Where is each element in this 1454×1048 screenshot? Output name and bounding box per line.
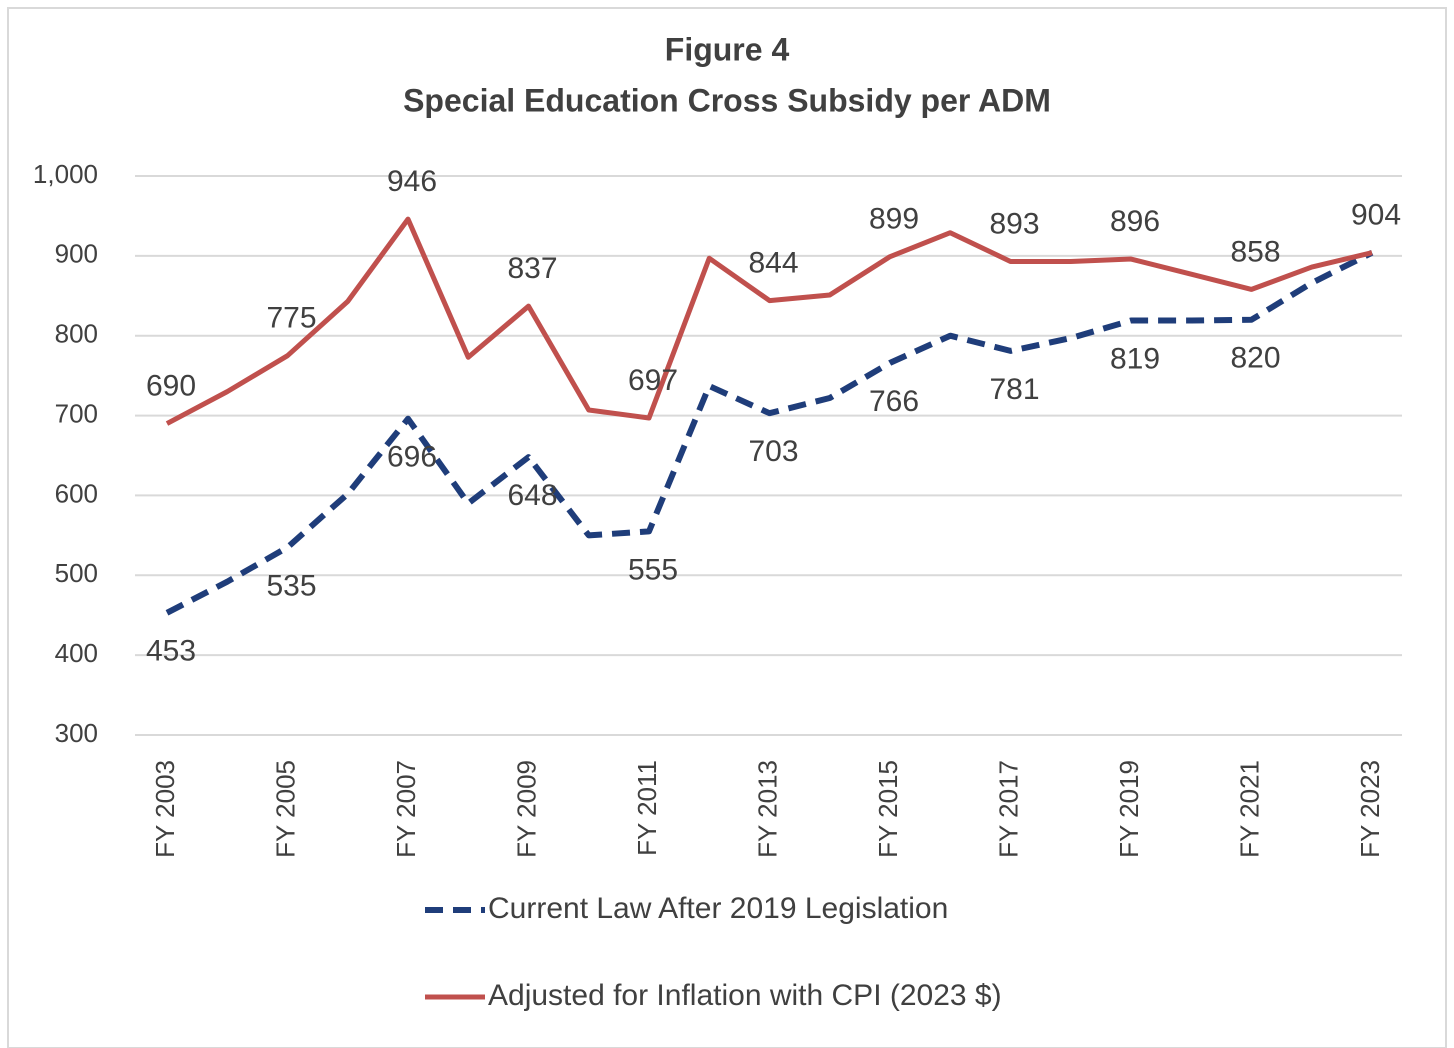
- data-label: 820: [1230, 342, 1280, 375]
- data-label: 819: [1110, 342, 1160, 375]
- x-tick-label: FY 2013: [752, 760, 782, 858]
- chart-subtitle: Special Education Cross Subsidy per ADM: [403, 82, 1051, 118]
- data-label: 453: [146, 635, 196, 668]
- data-label: 697: [628, 364, 678, 397]
- chart-title: Figure 4: [665, 31, 790, 67]
- data-label: 893: [989, 207, 1039, 240]
- y-tick-label: 300: [55, 718, 98, 748]
- y-tick-label: 400: [55, 638, 98, 668]
- data-label: 904: [1351, 199, 1401, 232]
- data-label: 896: [1110, 205, 1160, 238]
- data-label: 858: [1230, 235, 1280, 268]
- y-tick-label: 1,000: [33, 159, 98, 189]
- y-tick-label: 700: [55, 398, 98, 428]
- data-label: 766: [869, 385, 919, 418]
- x-tick-label: FY 2005: [270, 760, 300, 858]
- legend-label: Adjusted for Inflation with CPI (2023 $): [488, 979, 1002, 1012]
- x-tick-label: FY 2015: [873, 760, 903, 858]
- data-label: 648: [507, 479, 557, 512]
- y-tick-label: 900: [55, 239, 98, 269]
- chart-frame: [7, 7, 1447, 1048]
- series-line: [165, 216, 1373, 426]
- data-label: 837: [507, 252, 557, 285]
- data-label: 775: [266, 302, 316, 335]
- y-tick-label: 500: [55, 558, 98, 588]
- series-line: [165, 249, 1374, 616]
- x-tick-label: FY 2007: [391, 760, 421, 858]
- x-tick-label: FY 2009: [511, 760, 541, 858]
- x-tick-label: FY 2023: [1355, 760, 1385, 858]
- x-tick-label: FY 2003: [150, 760, 180, 858]
- y-tick-label: 600: [55, 478, 98, 508]
- x-tick-label: FY 2021: [1234, 760, 1264, 858]
- data-label: 555: [628, 553, 678, 586]
- legend-label: Current Law After 2019 Legislation: [488, 892, 948, 925]
- data-label: 946: [387, 165, 437, 198]
- y-tick-label: 800: [55, 319, 98, 349]
- data-label: 690: [146, 369, 196, 402]
- data-label: 899: [869, 203, 919, 236]
- x-tick-label: FY 2017: [993, 760, 1023, 858]
- x-tick-label: FY 2019: [1114, 760, 1144, 858]
- x-tick-label: FY 2011: [632, 760, 662, 856]
- data-label: 781: [989, 373, 1039, 406]
- data-label: 696: [387, 441, 437, 474]
- data-label: 535: [266, 569, 316, 602]
- data-label: 844: [748, 246, 798, 279]
- data-label: 703: [748, 435, 798, 468]
